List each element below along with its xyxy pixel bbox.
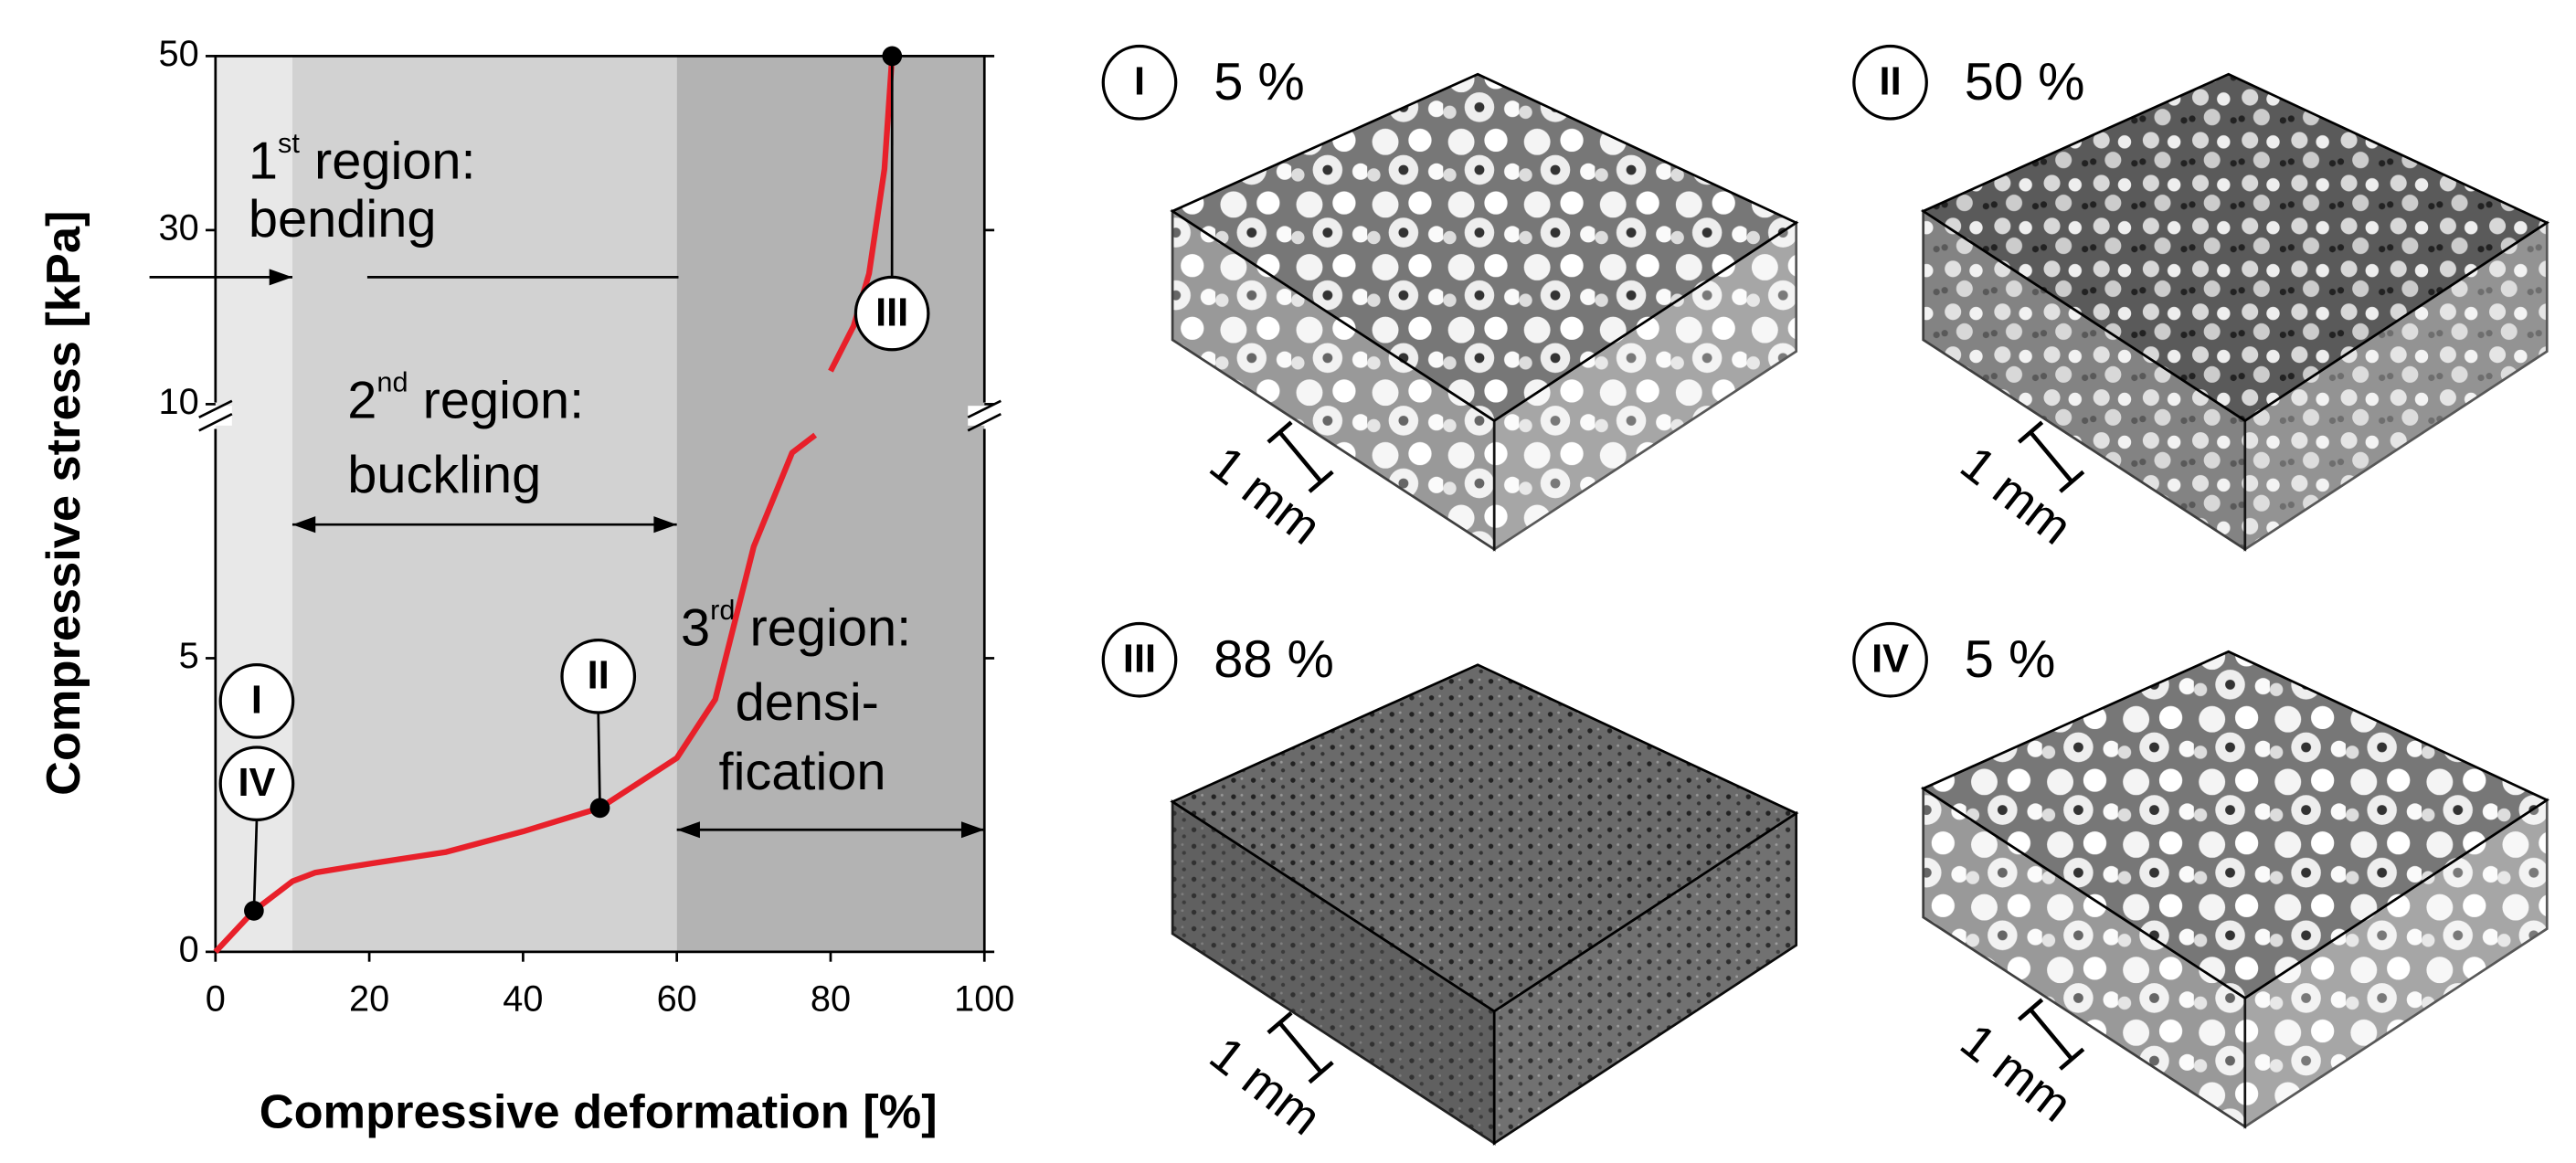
y-tick-label: 30 bbox=[159, 207, 199, 248]
box-top-face bbox=[1920, 650, 2550, 1000]
region-band bbox=[676, 56, 985, 952]
box-top-face bbox=[1170, 663, 1799, 1013]
region-title: 1st region: bbox=[249, 127, 476, 191]
region-number: 1 bbox=[249, 132, 278, 191]
panel-strain: 5 % bbox=[1965, 630, 2056, 689]
scale-label: 1 mm bbox=[1200, 1027, 1331, 1147]
label-circle bbox=[218, 663, 295, 739]
arrow-head bbox=[960, 821, 985, 839]
arrow-head bbox=[269, 269, 292, 286]
break-gap bbox=[968, 406, 1002, 426]
data-point bbox=[882, 46, 903, 67]
panel-label: I bbox=[1134, 60, 1145, 104]
panel-label-circle bbox=[1101, 621, 1178, 698]
x-tick-label: 20 bbox=[349, 979, 389, 1020]
y-axis-label: Compressive stress [kPa] bbox=[37, 211, 90, 796]
x-axis-label: Compressive deformation [%] bbox=[260, 1085, 938, 1138]
data-point bbox=[589, 798, 610, 819]
region-word: region: bbox=[408, 372, 585, 430]
scale-bar bbox=[2017, 420, 2085, 493]
region-line: fication bbox=[719, 743, 886, 801]
region-number: 2 bbox=[347, 372, 376, 430]
panel: I 5 % 1 mm bbox=[1101, 44, 1799, 555]
panel-label: IV bbox=[1871, 638, 1909, 682]
point-label: I bbox=[251, 679, 262, 723]
scale-label: 1 mm bbox=[1200, 436, 1331, 555]
box-top-face bbox=[1920, 72, 2550, 423]
region-title: 3rd region: bbox=[681, 594, 911, 658]
panel-label-circle bbox=[1101, 44, 1178, 121]
data-point bbox=[244, 901, 264, 921]
x-tick-label: 60 bbox=[657, 979, 697, 1020]
y-tick-label: 50 bbox=[159, 34, 199, 74]
panel: IV 5 % 1 mm bbox=[1852, 621, 2550, 1133]
panel-label: II bbox=[1880, 60, 1902, 104]
point-label: III bbox=[875, 291, 908, 334]
break-gap bbox=[198, 406, 232, 426]
label-circle bbox=[853, 275, 930, 352]
point-label: IV bbox=[238, 761, 275, 805]
axis-break-mark bbox=[198, 413, 233, 432]
point-label: II bbox=[588, 654, 610, 698]
panel-label-circle bbox=[1852, 44, 1928, 121]
x-tick-label: 80 bbox=[811, 979, 851, 1020]
panel-strain: 50 % bbox=[1965, 53, 2085, 111]
y-tick-label: 0 bbox=[179, 929, 199, 969]
region-title: 2nd region: bbox=[347, 366, 584, 430]
box-left-shade bbox=[1172, 801, 1495, 1144]
panel: III 88 % 1 mm bbox=[1101, 621, 1799, 1147]
arrow-head bbox=[653, 516, 677, 534]
axis-break-mark bbox=[967, 399, 1002, 419]
x-tick-label: 100 bbox=[954, 979, 1014, 1020]
box-top-face bbox=[1170, 72, 1799, 423]
region-line: densi- bbox=[736, 673, 879, 732]
region-word: region: bbox=[300, 132, 476, 191]
scale-bar bbox=[1267, 1010, 1334, 1084]
region-suffix: nd bbox=[376, 366, 408, 398]
curve bbox=[213, 56, 896, 955]
scale-bar bbox=[1267, 420, 1334, 493]
scale-label: 1 mm bbox=[1950, 1013, 2082, 1133]
arrow-head bbox=[292, 516, 316, 534]
region-suffix: st bbox=[278, 127, 300, 159]
region-line: bending bbox=[249, 190, 437, 248]
arrow-head bbox=[676, 821, 700, 839]
leader-line bbox=[252, 819, 259, 911]
y-tick-label: 10 bbox=[159, 382, 199, 422]
leader-line bbox=[597, 713, 601, 809]
y-tick-label: 5 bbox=[179, 636, 199, 676]
panel-label: III bbox=[1123, 638, 1156, 682]
x-tick-label: 0 bbox=[206, 979, 226, 1020]
region-word: region: bbox=[735, 599, 911, 658]
panel-strain: 5 % bbox=[1214, 53, 1305, 111]
panels: I 5 % 1 mm II 50 % 1 mm III 88 % 1 mm IV 5 % 1 mm bbox=[1101, 44, 2550, 1147]
panel-label-circle bbox=[1852, 621, 1928, 698]
scale-label: 1 mm bbox=[1950, 436, 2082, 555]
region-number: 3 bbox=[681, 599, 710, 658]
x-tick-label: 40 bbox=[503, 979, 543, 1020]
region-line: buckling bbox=[347, 446, 541, 504]
axis-break-mark bbox=[198, 399, 233, 419]
scale-bar bbox=[2017, 998, 2085, 1071]
panel: II 50 % 1 mm bbox=[1852, 44, 2550, 555]
axis-break-mark bbox=[967, 413, 1002, 432]
panel-strain: 88 % bbox=[1214, 630, 1334, 689]
label-circle bbox=[218, 745, 295, 822]
label-circle bbox=[560, 638, 637, 714]
region-suffix: rd bbox=[710, 594, 735, 626]
